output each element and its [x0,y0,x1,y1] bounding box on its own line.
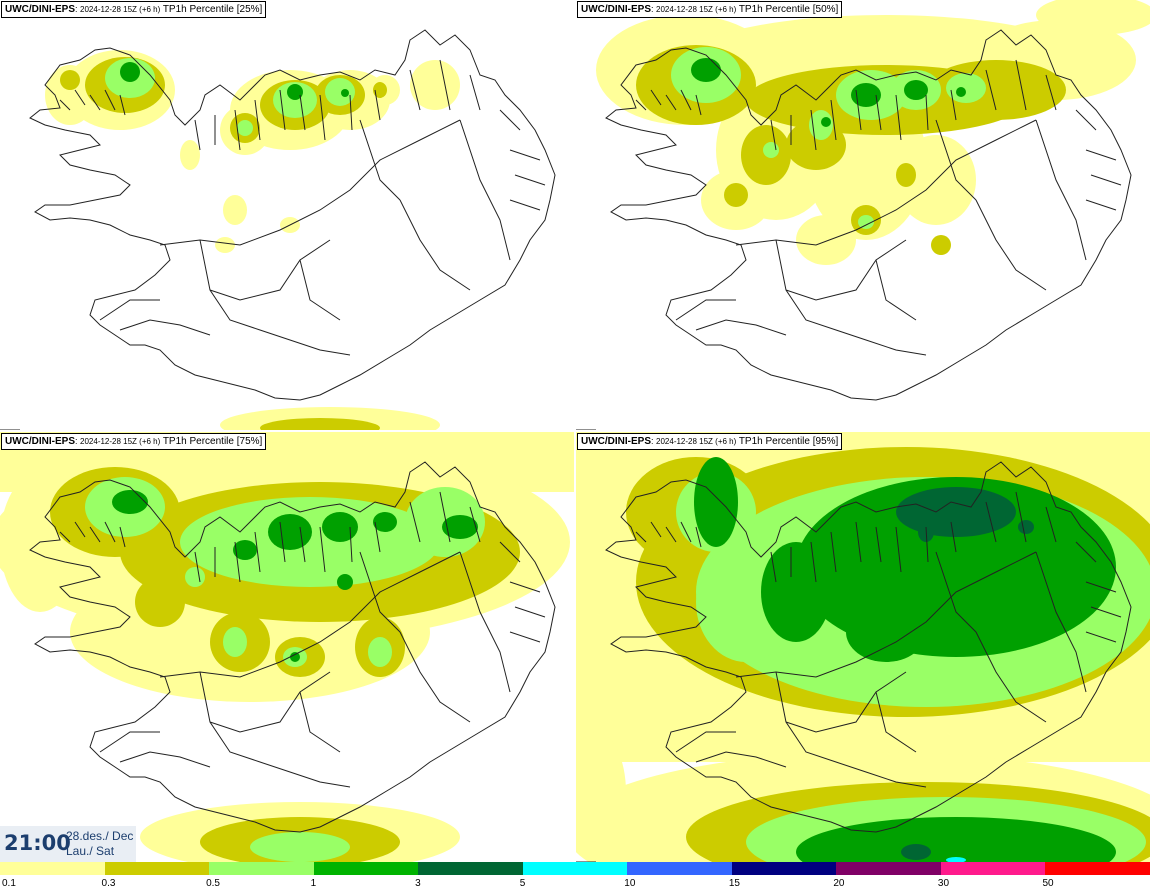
colorbar-label: 10 [624,878,636,889]
valid-date-block: 28.des./ Dec Lau./ Sat [66,829,133,859]
field-name: TP1h Percentile [75%] [162,436,263,447]
panel-title: UWC/DINI-EPS: 2024-12-28 15Z (+6 h) TP1h… [1,1,267,18]
colorbar-segment [418,862,524,875]
colorbar-segment [940,862,1046,875]
colorbar-segment [313,862,419,875]
map-panel-p95: UWC/DINI-EPS: 2024-12-28 15Z (+6 h) TP1h… [576,432,1150,862]
colorbar-label: 0.5 [206,878,220,889]
colorbar-label: 3 [415,878,421,889]
panel-divider-horizontal [0,430,1150,432]
map-panel-p75: UWC/DINI-EPS: 2024-12-28 15Z (+6 h) TP1h… [0,432,574,862]
precip-map-p50 [576,0,1150,430]
colorbar-segment [731,862,837,875]
panel-title: UWC/DINI-EPS: 2024-12-28 15Z (+6 h) TP1h… [577,1,843,18]
valid-time: 21:00 [4,831,71,855]
colorbar-label: 20 [833,878,845,889]
map-panel-p50: UWC/DINI-EPS: 2024-12-28 15Z (+6 h) TP1h… [576,0,1150,430]
model-name: UWC/DINI-EPS [5,4,75,15]
model-name: UWC/DINI-EPS [581,436,651,447]
field-name: TP1h Percentile [50%] [738,4,839,15]
colorbar-segment [836,862,942,875]
colorbar-label: 50 [1042,878,1054,889]
run-time: 2024-12-28 15Z (+6 h) [80,437,161,446]
precip-map-p75 [0,432,574,862]
panel-title: UWC/DINI-EPS: 2024-12-28 15Z (+6 h) TP1h… [1,433,267,450]
colorbar-label: 30 [937,878,950,889]
valid-date: 28.des./ Dec [66,829,134,843]
colorbar-segment [104,862,210,875]
colorbar-segment [0,862,106,875]
colorbar-label: 0.1 [2,878,16,889]
colorbar-segment [627,862,733,875]
colorbar-segment [522,862,628,875]
run-time: 2024-12-28 15Z (+6 h) [656,5,737,14]
colorbar-label: 1 [310,878,317,889]
valid-time-box: 21:00 28.des./ Dec Lau./ Sat [0,826,136,862]
colorbar-segment [209,862,315,875]
model-name: UWC/DINI-EPS [5,436,75,447]
model-name: UWC/DINI-EPS [581,4,651,15]
panel-title: UWC/DINI-EPS: 2024-12-28 15Z (+6 h) TP1h… [577,433,843,450]
precip-colorbar: 0.1 0.3 0.5 1 3 5 10 15 20 30 50 [0,862,1150,891]
field-name: TP1h Percentile [95%] [738,436,839,447]
run-time: 2024-12-28 15Z (+6 h) [656,437,737,446]
map-panel-p25: UWC/DINI-EPS: 2024-12-28 15Z (+6 h) TP1h… [0,0,574,430]
run-time: 2024-12-28 15Z (+6 h) [80,5,161,14]
precip-map-p25 [0,29,556,430]
colorbar-label: 5 [519,878,526,889]
colorbar-segment [1045,862,1150,875]
colorbar-label: 15 [728,878,740,889]
field-name: TP1h Percentile [25%] [162,4,263,15]
valid-day: Lau./ Sat [66,844,115,858]
precip-map-p95 [576,432,1150,862]
colorbar-label: 0.3 [101,878,116,889]
